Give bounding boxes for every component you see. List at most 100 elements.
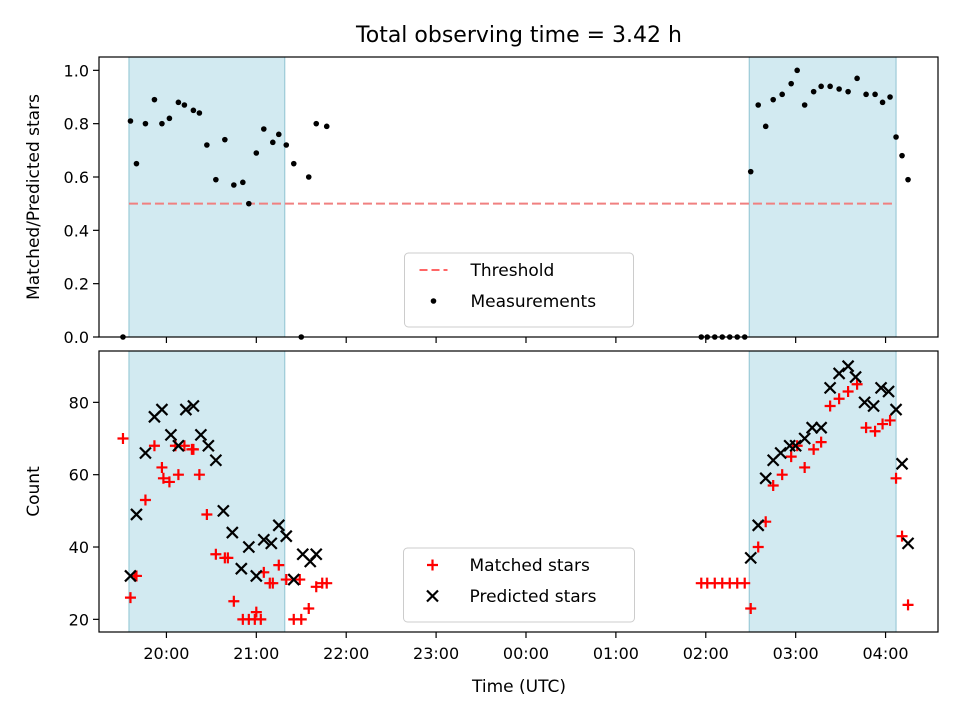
matched-stars-point [752,541,764,553]
measurements-point [269,139,276,146]
measurements-point [827,83,833,90]
matched-stars-point [869,425,881,437]
measurements-point [863,91,869,98]
predicted-stars-point [242,540,256,554]
count-points [117,359,915,625]
count-plot-frame [98,350,939,633]
matched-stars-point [157,472,169,484]
matched-stars-point [890,472,902,484]
predicted-stars-point [895,457,909,471]
measurements-point [779,91,785,98]
predicted-stars-point [155,403,169,416]
measurements-point [159,120,165,127]
observing-window-band [748,56,897,338]
measurements-point [899,152,905,159]
measurements-point [755,102,762,108]
matched-stars-point [767,480,779,492]
measurements-point [175,99,182,106]
measurements-point [770,96,776,103]
predicted-stars-point [179,403,193,416]
measurements-point [810,88,817,95]
predicted-stars-point [874,381,888,395]
predicted-stars-point [139,446,152,460]
measurements-point [747,168,754,175]
x-tick-label: 02:00 [683,644,729,663]
matched-stars-point [824,400,836,412]
x-tick-label: 22:00 [323,644,369,663]
predicted-stars-point [272,519,286,532]
measurements-legend-marker [430,298,437,304]
measurements-point [879,99,886,106]
y-tick-label: 20 [69,610,89,629]
measurements-point [231,182,237,188]
y-tick-label: 0.4 [64,221,89,240]
predicted-stars-point [287,573,301,586]
predicted-stars-point [901,537,915,550]
matched-stars-point [172,469,184,481]
measurements-point [222,136,228,143]
legend-label: Matched stars [470,556,590,576]
measurements-point [801,102,808,108]
predicted-stars-point [814,421,828,434]
x-tick-label: 03:00 [773,644,819,663]
matched-stars-point [255,613,267,625]
predicted-stars-point [124,569,137,583]
matched-stars-point [896,530,908,542]
ratio-legend: Threshold Measurements [404,252,634,328]
matched-stars-point [163,476,175,488]
matched-stars-point [815,436,827,448]
predicted-stars-point [187,399,200,413]
legend-box [403,547,635,623]
predicted-stars-point [805,421,819,434]
x-tick-label: 00:00 [503,644,549,663]
predicted-stars-point [235,562,248,575]
matched-stars-point [808,443,820,455]
x-tick-label: 01:00 [593,644,639,663]
measurements-point [133,160,140,167]
predicted-stars-point [751,519,765,532]
predicted-stars-point [226,526,239,539]
legend-box [404,252,634,328]
matched-stars-point [877,418,889,430]
matched-stars-point [264,577,276,589]
matched-stars-point [833,393,845,405]
count-panel: 20 40 60 80 20:00 21:00 22:00 23:00 00:00 01:00 0… [24,350,939,663]
x-tick-label: 23:00 [413,644,459,663]
matched-stars-point [156,461,168,473]
matched-stars-point [310,581,322,593]
measurements-point [246,200,252,207]
predicted-stars-point [774,446,787,460]
predicted-stars-point [823,381,837,395]
predicted-stars-point [309,547,323,561]
measurements-point [305,174,312,180]
y-tick-label: 0.0 [64,328,89,347]
measurements-point [854,75,860,82]
measurements-point [818,83,824,90]
predicted-stars-point [194,428,208,442]
matched-stars-point [210,548,222,560]
measurements-point [762,123,769,130]
predicted-stars-point [858,396,871,409]
y-tick-label: 0.6 [64,168,89,187]
measurements-point [275,131,282,138]
matched-stars-point [739,577,751,589]
predicted-stars-point [744,551,758,565]
measurements-point [836,86,842,92]
matched-stars-point [745,602,757,614]
matched-stars-point [842,386,854,398]
matched-stars-point [228,595,240,607]
matched-stars-point [139,494,151,506]
measurements-point [794,67,800,74]
measurements-point [290,160,297,167]
ratio-plot-frame [98,56,939,338]
matched-stars-point [117,433,129,445]
measurements-point [845,88,851,95]
matched-stars-point [316,577,328,589]
measurements-point [204,142,210,148]
count-legend: Matched stars Predicted stars [403,547,635,623]
measurements-point [190,107,197,114]
predicted-stars-point [889,403,903,416]
measurements-point [240,179,246,186]
y-tick-label: 60 [69,466,89,485]
